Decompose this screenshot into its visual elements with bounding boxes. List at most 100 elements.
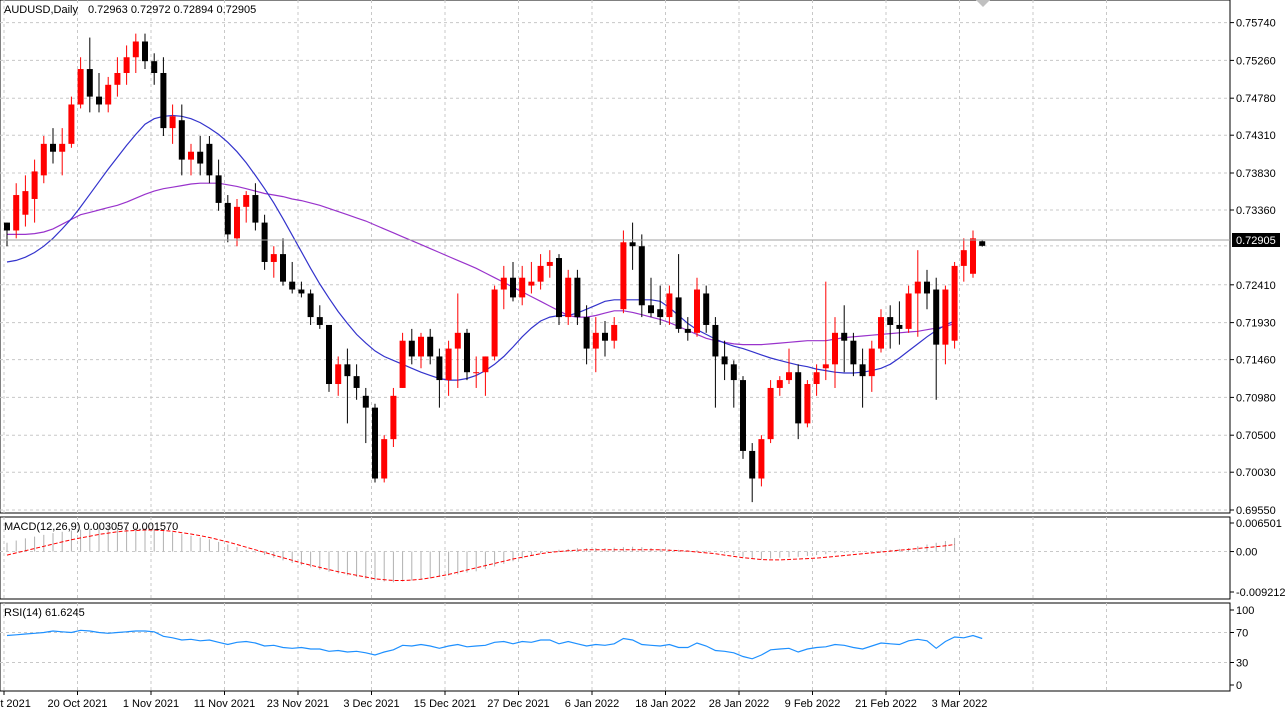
candle-body xyxy=(188,151,194,160)
candle xyxy=(178,104,185,176)
price-tick: 0.71460 xyxy=(1236,355,1276,367)
price-tick: 0.75260 xyxy=(1236,55,1276,67)
candle xyxy=(454,293,461,388)
candle xyxy=(362,387,369,444)
rsi-tick: 0 xyxy=(1236,680,1242,692)
candle xyxy=(666,285,673,325)
candle xyxy=(813,364,820,396)
candle-body xyxy=(878,317,884,349)
macd-axis: 0.006501 0.00 -0.009212 xyxy=(1230,518,1286,599)
date-tick: 28 Jan 2022 xyxy=(709,698,770,710)
candle-body xyxy=(611,324,618,341)
date-tick: 15 Dec 2021 xyxy=(414,698,476,710)
candle-body xyxy=(473,372,480,374)
candle-body xyxy=(979,241,986,246)
candle-body xyxy=(740,380,746,451)
price-axis: 0.75740 0.75260 0.74780 0.74310 0.73830 0.733… xyxy=(1230,18,1276,517)
macd-tick: 0.00 xyxy=(1236,547,1257,559)
candle-body xyxy=(960,250,967,266)
candle-body xyxy=(776,380,783,388)
candle-body xyxy=(758,439,765,479)
candle xyxy=(841,305,848,373)
candle xyxy=(206,135,213,184)
candle-body xyxy=(105,84,112,105)
date-tick: 9 Feb 2022 xyxy=(785,698,841,710)
candle-body xyxy=(31,171,38,199)
candle xyxy=(427,328,434,365)
symbol-label: AUDUSD,Daily xyxy=(4,4,78,16)
ohlc-readout: 0.72963 0.72972 0.72894 0.72905 xyxy=(88,4,256,16)
chart-shift-marker-icon[interactable] xyxy=(976,0,990,7)
candle xyxy=(703,285,710,333)
rsi-tick: 70 xyxy=(1236,628,1248,640)
candle-body xyxy=(372,407,378,479)
candle-body xyxy=(583,317,590,349)
date-tick: 8 Oct 2021 xyxy=(0,698,31,710)
candle-body xyxy=(703,293,710,325)
candle-body xyxy=(77,69,84,105)
candle xyxy=(280,238,286,286)
candle xyxy=(270,246,277,278)
candle xyxy=(4,222,10,247)
candle-body xyxy=(565,277,572,318)
candle-body xyxy=(841,332,848,341)
candle-body xyxy=(40,143,47,176)
candle xyxy=(583,305,590,365)
rsi-panel-frame xyxy=(0,602,1231,692)
candle-body xyxy=(970,238,976,274)
candle xyxy=(887,305,894,349)
candle xyxy=(344,348,351,424)
candle xyxy=(675,254,682,333)
macd-panel-frame xyxy=(0,516,1231,600)
candle-body xyxy=(96,96,102,105)
candle xyxy=(767,380,774,444)
candle xyxy=(22,175,29,227)
candle-body xyxy=(408,340,415,357)
candle xyxy=(215,159,222,211)
candle-body xyxy=(445,348,452,381)
candle-body xyxy=(868,348,875,377)
candle-body xyxy=(215,175,222,203)
candle-body xyxy=(905,293,912,329)
candle-body xyxy=(684,328,691,333)
candle xyxy=(786,348,792,385)
candle-body xyxy=(243,195,250,207)
candle xyxy=(399,332,406,388)
candle xyxy=(979,240,986,247)
candle xyxy=(160,57,167,136)
last-price-box xyxy=(1232,233,1280,247)
candle xyxy=(832,317,838,388)
candle-body xyxy=(491,289,498,357)
price-tick: 0.70030 xyxy=(1236,467,1276,479)
candle xyxy=(970,230,976,278)
candle xyxy=(611,317,618,349)
macd-tick: 0.006501 xyxy=(1236,518,1282,530)
candle-body xyxy=(142,41,148,62)
price-tick: 0.69550 xyxy=(1236,505,1276,517)
candle xyxy=(684,317,691,341)
candle xyxy=(565,269,572,325)
candle xyxy=(132,33,139,73)
candle xyxy=(740,376,746,459)
date-tick: 21 Feb 2022 xyxy=(855,698,917,710)
candle xyxy=(96,72,102,113)
candle-body xyxy=(381,439,388,479)
candle xyxy=(105,76,112,113)
candle xyxy=(418,332,424,369)
candle-body xyxy=(234,206,240,239)
candle-body xyxy=(592,332,599,349)
candle xyxy=(730,360,737,408)
candle-body xyxy=(832,332,838,365)
candle-body xyxy=(675,297,682,329)
price-tick: 0.73830 xyxy=(1236,168,1276,180)
candle xyxy=(592,317,599,373)
candle-body xyxy=(114,72,121,85)
candle-body xyxy=(178,120,185,160)
candle-body xyxy=(86,69,93,97)
candle xyxy=(50,128,56,164)
candle-body xyxy=(537,265,544,282)
candle xyxy=(261,214,268,270)
candle xyxy=(381,435,388,483)
candle xyxy=(114,57,121,97)
